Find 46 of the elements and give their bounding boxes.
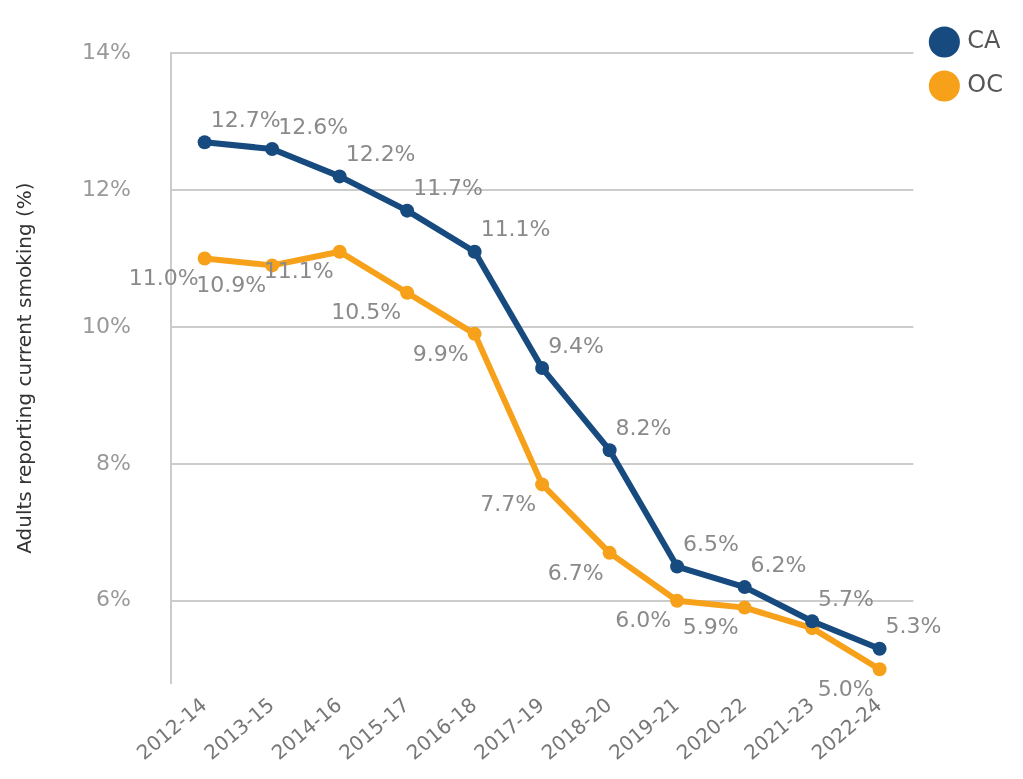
data-label: 6.0% [615, 607, 672, 633]
point [400, 203, 415, 218]
y-tick-label: 14% [81, 38, 131, 64]
data-label: 11.1% [480, 216, 551, 242]
data-label: 5.9% [682, 614, 739, 640]
data-label: 5.3% [885, 613, 942, 639]
data-label: 12.2% [345, 141, 416, 167]
data-label: 10.5% [331, 299, 402, 325]
point [400, 285, 415, 300]
y-tick-label: 6% [95, 586, 131, 612]
point [265, 142, 280, 157]
data-label: 6.7% [547, 559, 604, 585]
point [332, 244, 347, 259]
point [535, 477, 550, 492]
data-label: 12.6% [278, 113, 349, 139]
point [737, 600, 752, 615]
data-label: 11.0% [128, 265, 199, 291]
point [872, 662, 887, 677]
point [197, 135, 212, 150]
legend-label: OC [967, 70, 1004, 99]
point [805, 614, 820, 629]
point [602, 443, 617, 458]
point [872, 641, 887, 656]
data-label: 9.4% [548, 332, 605, 358]
point [535, 361, 550, 376]
point [332, 169, 347, 184]
y-tick-label: 10% [81, 312, 131, 338]
data-label: 6.5% [683, 531, 740, 557]
point [197, 251, 212, 266]
point [467, 326, 482, 341]
data-label: 6.2% [750, 551, 807, 577]
legend-label: CA [967, 26, 1002, 55]
data-label: 5.7% [818, 586, 875, 612]
point [602, 545, 617, 560]
data-label: 8.2% [615, 414, 672, 440]
point [670, 559, 685, 574]
point [670, 593, 685, 608]
data-label: 9.9% [412, 340, 469, 366]
y-tick-label: 8% [95, 449, 131, 475]
y-tick-label: 12% [81, 175, 131, 201]
point [467, 244, 482, 259]
point [737, 580, 752, 595]
data-label: 11.7% [413, 175, 484, 201]
data-label: 7.7% [480, 491, 537, 517]
y-axis-title: Adults reporting current smoking (%) [12, 182, 37, 554]
data-label: 12.7% [210, 106, 281, 132]
